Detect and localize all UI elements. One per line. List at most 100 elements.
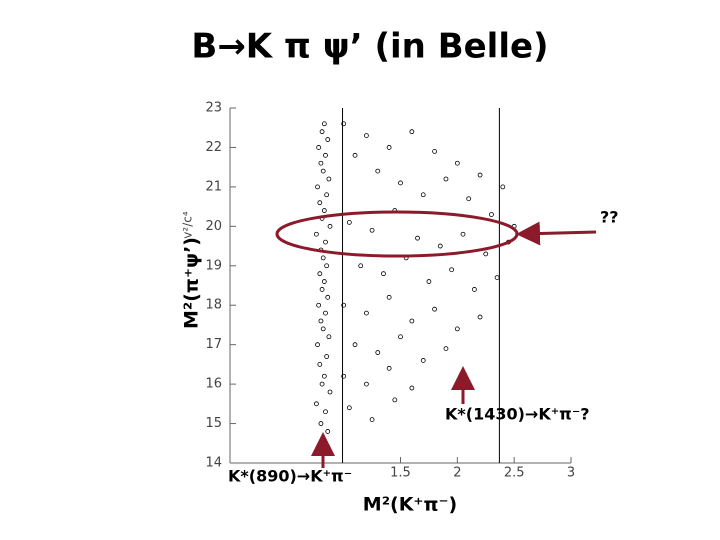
- point: [369, 227, 375, 233]
- point: [318, 318, 324, 324]
- point: [392, 397, 398, 403]
- y-tick-label: 14: [205, 456, 222, 471]
- x-tick-label: 1.5: [390, 466, 411, 481]
- y-unit: v²/c⁴: [181, 211, 195, 239]
- point: [415, 235, 420, 241]
- point: [325, 429, 331, 434]
- point: [352, 152, 358, 158]
- x-tick-label: 2: [453, 466, 461, 481]
- y-tick-label: 19: [205, 258, 222, 273]
- arrow: [516, 221, 597, 246]
- point: [420, 192, 426, 198]
- plot: 14 15 16 17 18 19 20 21 22 23 1.5 2 2.5 3: [205, 101, 575, 481]
- point: [386, 294, 392, 300]
- point: [500, 184, 506, 190]
- point: [420, 358, 426, 363]
- point: [313, 231, 319, 237]
- x-label: M²(K⁺π⁻): [363, 494, 457, 516]
- point: [326, 334, 332, 340]
- point: [318, 160, 324, 166]
- point: [386, 365, 392, 371]
- point: [477, 172, 483, 178]
- point: [319, 381, 325, 387]
- y-tick-label: 18: [205, 298, 222, 313]
- point: [477, 314, 483, 320]
- point: [398, 180, 403, 186]
- y-tick-label: 21: [205, 179, 222, 194]
- point: [426, 279, 432, 284]
- point: [317, 361, 323, 367]
- point: [398, 334, 403, 340]
- point: [316, 448, 322, 454]
- point: [315, 184, 320, 190]
- y-tick-label: 22: [205, 140, 222, 155]
- point: [341, 302, 347, 308]
- point: [327, 223, 333, 229]
- point: [386, 145, 392, 150]
- point: [319, 287, 325, 292]
- point: [375, 168, 381, 174]
- point: [325, 137, 331, 142]
- point: [375, 350, 381, 355]
- y-tick-label: 23: [205, 101, 222, 116]
- y-tick-label: 15: [205, 416, 222, 431]
- point: [460, 231, 466, 237]
- annotation: ??: [600, 208, 619, 227]
- point: [363, 310, 369, 316]
- point: [323, 152, 328, 158]
- point: [381, 271, 386, 277]
- point: [325, 294, 331, 300]
- point: [489, 212, 494, 217]
- point: [316, 302, 322, 308]
- point: [341, 373, 347, 379]
- point: [471, 287, 477, 292]
- point: [320, 326, 326, 332]
- y-tick-label: 20: [205, 219, 222, 234]
- point: [363, 381, 369, 387]
- y-tick-label: 17: [205, 337, 222, 352]
- x-tick-label: 2.5: [504, 466, 525, 481]
- point: [454, 160, 460, 166]
- point: [443, 176, 449, 182]
- point: [321, 121, 327, 127]
- annotation: K*(1430)→K⁺π⁻?: [445, 405, 590, 424]
- point: [409, 129, 415, 135]
- point: [321, 279, 327, 284]
- point: [352, 342, 358, 348]
- highlight-ellipse: [275, 210, 519, 258]
- point: [323, 239, 328, 245]
- point: [494, 275, 500, 281]
- point: [317, 200, 323, 206]
- point: [321, 373, 327, 379]
- point: [346, 405, 352, 411]
- point: [315, 342, 320, 348]
- point: [321, 208, 327, 213]
- point: [466, 196, 472, 202]
- point: [409, 385, 415, 391]
- point: [346, 219, 352, 225]
- point: [320, 168, 326, 174]
- annotation: K*(890)→K⁺π⁻: [228, 467, 352, 486]
- point: [449, 267, 455, 273]
- point: [318, 421, 324, 426]
- point: [326, 176, 332, 182]
- point: [341, 121, 347, 127]
- point: [369, 417, 375, 423]
- point: [483, 251, 489, 257]
- point: [327, 389, 333, 395]
- point: [319, 129, 325, 135]
- point: [324, 192, 330, 198]
- point: [323, 310, 328, 316]
- point: [324, 263, 330, 269]
- point: [363, 133, 369, 139]
- y-tick-label: 16: [205, 377, 222, 392]
- point: [437, 243, 443, 249]
- y-label: M²(π⁺ψ’): [181, 237, 203, 329]
- point: [323, 409, 328, 415]
- point: [358, 263, 364, 269]
- point: [409, 318, 415, 324]
- title: B→K π ψ’ (in Belle): [191, 27, 548, 67]
- point: [313, 401, 319, 407]
- point: [443, 346, 449, 352]
